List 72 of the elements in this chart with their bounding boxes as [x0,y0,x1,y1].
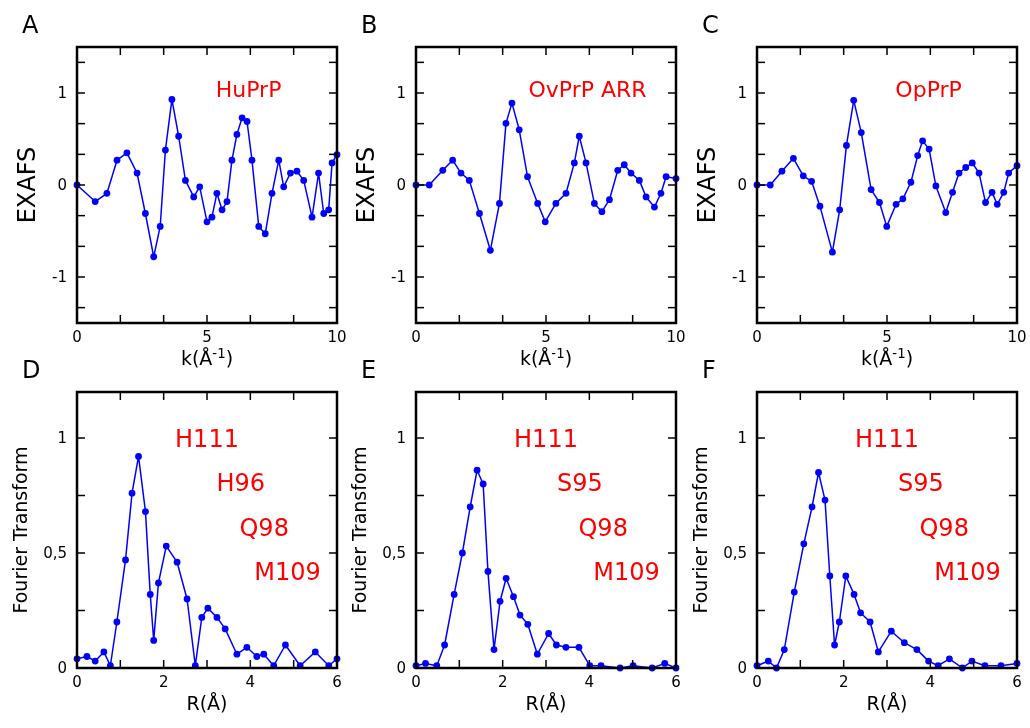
x-tick-label: 10 [666,328,686,346]
chart-title: E [361,356,377,384]
x-axis-title: R(Å) [525,692,567,714]
x-tick-label: 6 [671,673,681,691]
x-tick-label: 4 [925,673,936,691]
x-tick-label: 2 [497,673,508,691]
chart-title: D [22,356,41,384]
annotation: OpPrP [895,76,962,102]
x-tick-label: 10 [1007,328,1027,346]
x-tick-label: 0 [411,328,421,346]
annotation: H111 [855,425,919,454]
y-tick-label: 1 [57,429,67,447]
y-tick-label: 1 [396,84,406,102]
x-axis-title: k(Å$^{-1}$) [180,345,234,369]
annotation: S95 [897,469,944,498]
y-axis-title: EXAFS [693,146,721,224]
annotation: H111 [514,425,578,454]
x-tick-label: 6 [332,673,342,691]
y-tick-label: 0 [57,176,67,194]
annotation: S95 [556,469,603,498]
y-tick-label: 0,5 [43,544,67,562]
x-axis-title: k(Å$^{-1}$) [519,345,573,369]
x-tick-label: 5 [541,328,551,346]
x-tick-label: 10 [327,328,347,346]
y-tick-label: 0 [396,659,406,677]
annotation: Q98 [919,513,969,542]
x-tick-label: 0 [411,673,421,691]
x-axis-title: R(Å) [866,692,908,714]
annotation: OvPrP ARR [528,76,647,102]
annotation: M109 [934,557,1001,586]
y-tick-label: 1 [737,84,747,102]
x-tick-label: 4 [245,673,256,691]
y-tick-label: 0 [737,659,747,677]
y-tick-label: -1 [391,268,406,286]
annotation: Q98 [239,513,289,542]
y-axis-title: Fourier Transform [348,446,370,614]
y-axis-title: Fourier Transform [9,446,31,614]
x-tick-label: 2 [838,673,849,691]
chart-title: A [22,11,39,39]
x-tick-label: 4 [584,673,595,691]
x-tick-label: 6 [1012,673,1022,691]
chart-title: B [361,11,378,39]
y-axis-title: Fourier Transform [689,446,711,614]
x-tick-label: 0 [752,673,762,691]
y-tick-label: 0 [57,659,67,677]
y-tick-label: -1 [732,268,747,286]
x-tick-label: 0 [72,673,82,691]
x-tick-label: 5 [882,328,892,346]
annotation: Q98 [578,513,628,542]
annotation: M109 [593,557,660,586]
y-axis-title: EXAFS [13,146,41,224]
y-tick-label: 0 [396,176,406,194]
y-tick-label: 0,5 [723,544,747,562]
y-axis-title: EXAFS [352,146,380,224]
y-tick-label: -1 [52,268,67,286]
y-tick-label: 1 [57,84,67,102]
annotation: M109 [254,557,321,586]
y-tick-label: 0,5 [382,544,406,562]
x-tick-label: 2 [158,673,169,691]
chart-title: F [702,356,716,384]
y-tick-label: 1 [737,429,747,447]
y-tick-label: 0 [737,176,747,194]
x-tick-label: 0 [752,328,762,346]
x-tick-label: 5 [202,328,212,346]
x-axis-title: R(Å) [186,692,228,714]
chart-title: C [702,11,719,39]
x-axis-title: k(Å$^{-1}$) [860,345,914,369]
annotation: HuPrP [215,76,282,102]
annotation: H111 [175,425,239,454]
y-tick-label: 1 [396,429,406,447]
annotation: H96 [216,469,266,498]
x-tick-label: 0 [72,328,82,346]
